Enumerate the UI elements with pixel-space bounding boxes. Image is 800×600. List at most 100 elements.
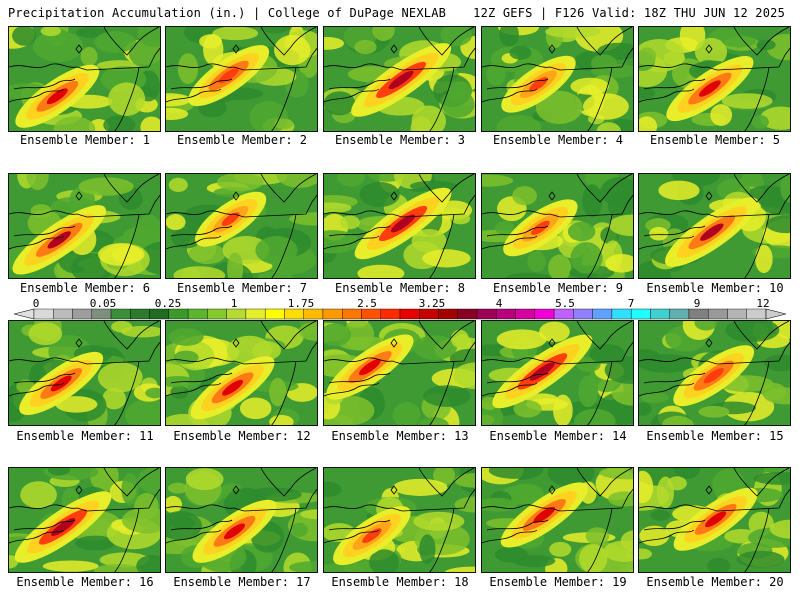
precip-cell	[753, 471, 790, 485]
precip-cell	[177, 53, 199, 85]
precip-cell	[339, 215, 360, 230]
colorbar-tick-label: 1	[230, 297, 238, 310]
precip-map	[324, 468, 475, 572]
colorbar-swatch	[534, 308, 555, 320]
geographic-outline	[166, 174, 317, 278]
precip-cell	[324, 323, 351, 347]
precip-cell	[513, 554, 556, 568]
member-label: Ensemble Member: 15	[646, 429, 784, 443]
precip-cell	[450, 329, 469, 348]
precip-cell	[675, 468, 700, 480]
precip-cell	[496, 114, 542, 131]
precip-cell	[419, 534, 436, 564]
member-map-panel	[165, 26, 318, 132]
precip-cell	[173, 350, 199, 365]
member-map-panel	[8, 320, 161, 426]
precip-band	[359, 358, 381, 376]
precip-cell	[453, 362, 475, 390]
precip-cell	[417, 417, 449, 425]
precip-cell	[725, 321, 780, 343]
precip-map	[324, 321, 475, 425]
colorbar-swatch	[33, 308, 54, 320]
precip-cell	[639, 402, 652, 416]
precip-cell	[488, 468, 540, 479]
colorbar-min-arrow	[14, 308, 35, 320]
precip-cell	[649, 226, 669, 241]
colorbar-tick-label: 2.5	[357, 297, 377, 310]
colorbar-swatch	[419, 308, 439, 320]
precip-cell	[441, 90, 475, 118]
member-map-panel	[481, 26, 634, 132]
precip-cell	[579, 544, 608, 572]
precip-cell	[78, 177, 134, 196]
precip-cell	[199, 34, 223, 49]
precip-cell	[255, 236, 298, 265]
precip-cell	[698, 405, 730, 418]
precip-map	[639, 27, 790, 131]
precip-cell	[605, 254, 633, 273]
precip-band	[222, 379, 244, 396]
colorbar-swatch	[476, 308, 497, 320]
colorbar-swatch	[746, 308, 767, 320]
member-map-panel	[638, 26, 791, 132]
precip-cell	[30, 204, 52, 218]
member-label: Ensemble Member: 14	[489, 429, 627, 443]
precip-map	[482, 321, 633, 425]
precip-cell	[423, 385, 471, 407]
precip-cell	[173, 266, 226, 278]
precip-cell	[53, 116, 96, 131]
precip-cell	[603, 540, 633, 562]
precip-cell	[694, 37, 728, 67]
member-map-panel	[638, 173, 791, 279]
precip-cell	[573, 408, 616, 425]
geographic-outline	[166, 27, 317, 131]
precip-cell	[450, 213, 471, 225]
colorbar-swatch	[592, 308, 613, 320]
member-map-panel	[165, 173, 318, 279]
precip-cell	[74, 535, 116, 551]
precip-cell	[189, 243, 226, 265]
precip-cell	[766, 215, 790, 234]
colorbar-tick-label: 0	[32, 297, 40, 310]
precip-cell	[600, 177, 633, 207]
colorbar-swatch	[322, 308, 343, 320]
precip-cell	[20, 481, 57, 509]
precip-cell	[639, 548, 653, 560]
geographic-outline	[166, 468, 317, 572]
precip-cell	[662, 415, 694, 425]
precip-cell	[359, 181, 400, 208]
colorbar-tick-label: 3.25	[418, 297, 446, 310]
precip-cell	[411, 228, 447, 253]
geographic-outline	[639, 174, 790, 278]
precip-cell	[97, 362, 143, 393]
precip-cell	[103, 115, 136, 131]
precip-cell	[780, 174, 790, 203]
precip-cell	[422, 249, 471, 268]
colorbar-max-arrow	[765, 308, 786, 320]
precip-cell	[136, 554, 160, 572]
precip-cell	[539, 321, 570, 343]
precip-cell	[639, 47, 657, 66]
member-map-panel	[8, 173, 161, 279]
precip-map	[166, 321, 317, 425]
precip-band	[362, 528, 382, 544]
member-map-panel	[323, 26, 476, 132]
precip-cell	[413, 335, 457, 360]
colorbar-tick-label: 5.5	[555, 297, 575, 310]
precip-map	[166, 468, 317, 572]
precip-cell	[608, 214, 633, 236]
colorbar-swatch	[284, 308, 304, 320]
colorbar-tick-label: 9	[693, 297, 701, 310]
precip-cell	[710, 104, 733, 126]
colorbar-swatch	[53, 308, 73, 320]
colorbar-swatch	[708, 308, 728, 320]
precip-cell	[761, 382, 787, 401]
precip-cell	[721, 93, 773, 109]
colorbar-swatch	[399, 308, 420, 320]
precip-cell	[582, 93, 629, 120]
colorbar-tick-label: 1.75	[287, 297, 315, 310]
precip-cell	[324, 91, 356, 116]
geographic-outline	[324, 174, 475, 278]
precip-cell	[291, 522, 308, 537]
member-label: Ensemble Member: 16	[16, 575, 154, 589]
